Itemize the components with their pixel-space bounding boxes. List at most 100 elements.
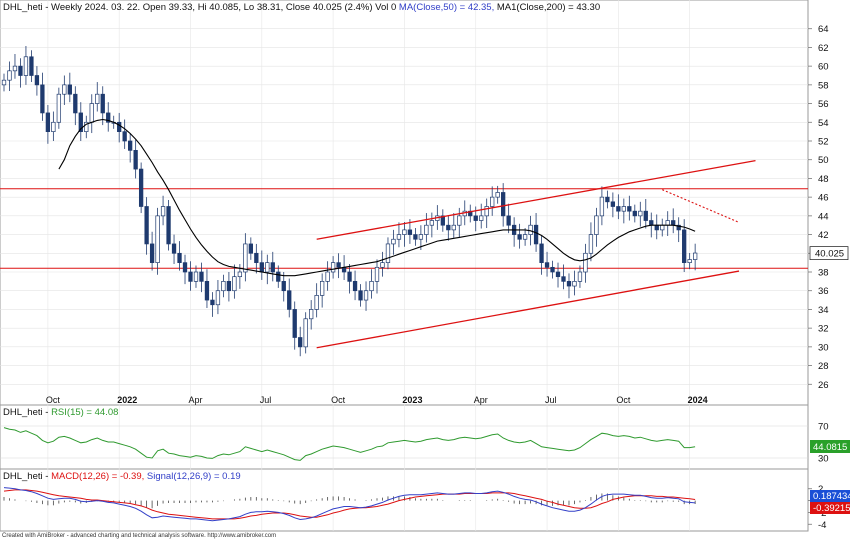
x-tick-label: 2023 [402,395,422,405]
y-tick-label: 46 [818,193,829,204]
rsi-tick-label: 70 [818,422,829,433]
candle-body [649,220,654,226]
trend-lines [316,160,756,349]
candle-body [29,56,34,76]
candle-body [56,93,62,123]
candle-body [248,243,253,254]
candle-body [237,271,243,278]
candle-body [298,337,303,348]
x-tick-label: Apr [474,395,488,405]
candle-body [363,290,369,301]
candle-body [18,65,23,76]
candle-body [221,281,226,292]
candle-body [418,234,424,240]
x-tick-label: 2024 [688,395,708,405]
macd-title: DHL_heti - MACD(12,26) = -0.39, Signal(1… [3,471,241,482]
candle-body [544,262,550,268]
candle-body [155,215,160,263]
candle-body [676,224,681,231]
candle-body [517,234,522,240]
svg-text:-0.39215: -0.39215 [813,503,850,514]
candle-body [605,196,610,203]
candle-body [117,121,122,132]
rsi-title: DHL_heti - RSI(15) = 44.08 [3,407,118,418]
candle-body [160,206,166,217]
candle-body [358,290,363,301]
rsi-pane [0,404,809,470]
candle-body [122,131,127,142]
candle-body [281,281,286,292]
candle-body [550,266,555,273]
candle-body [671,220,676,226]
candle-body [528,224,533,235]
candle-body [413,234,418,240]
candle-body [561,276,566,282]
candle-body [374,266,380,282]
candle-body [336,262,341,268]
candle-body [210,299,215,306]
candle-body [292,309,297,338]
candle-body [149,243,155,263]
macd-tick-label: -4 [818,520,826,531]
candle-body [369,281,374,292]
candle-body [583,252,588,273]
footer-credit: Created with AmiBroker - advanced charti… [2,533,277,539]
rsi-tag: 44.0815 [810,440,850,453]
y-tick-label: 30 [818,342,829,353]
candle-body [232,276,237,292]
candle-body [309,309,314,320]
candle-body [407,229,413,235]
candle-body [171,243,177,254]
y-tick-label: 34 [818,305,829,316]
y-tick-label: 36 [818,286,829,297]
x-tick-label: 2022 [117,395,137,405]
candle-body [599,196,605,217]
x-tick-label: Oct [331,395,346,405]
rsi-indicator: 70 30 [0,422,829,465]
candle-body [51,121,56,132]
candle-body [660,224,665,231]
candle-body [1,79,7,86]
candle-body [402,229,407,235]
y-tick-label: 26 [818,380,829,391]
candle-body [128,140,133,151]
candle-body [188,271,193,282]
candle-body [106,112,111,123]
moving-averages [58,118,696,277]
candle-body [89,103,94,123]
candle-body [138,168,144,207]
candle-body [687,259,692,263]
candle-body [457,215,462,226]
candle-body [495,192,500,198]
time-axis: Oct 2022 Apr Jul Oct 2023 Apr Jul Oct 2024 [46,395,708,405]
y-tick-label: 60 [818,62,829,73]
candle-body [182,262,188,273]
macd-pane [0,468,809,532]
x-tick-label: Oct [616,395,631,405]
candle-body [501,192,506,217]
candle-body [287,290,292,310]
candle-body [215,290,221,306]
downtrend-dotted-line [662,189,740,223]
y-tick-label: 48 [818,174,829,185]
macd-line [3,487,696,522]
x-tick-label: Oct [46,395,61,405]
svg-text:40.025: 40.025 [815,249,844,260]
candle-body [522,234,528,240]
candle-body [616,206,621,212]
macd-tick-label: 2 [818,484,823,495]
candles [1,46,698,357]
candle-body [23,56,29,76]
candle-body [539,243,544,263]
candle-body [572,281,577,287]
candle-body [144,206,149,245]
candle-body [100,93,105,114]
x-tick-label: Jul [260,395,272,405]
candle-body [473,215,478,221]
price-axis: 2628303234363840424446485052545658606264 [808,24,829,391]
x-tick-label: Jul [545,395,557,405]
candle-body [314,295,319,310]
y-tick-label: 58 [818,80,829,91]
candle-body [588,234,594,254]
price-tag: 40.025 [809,246,849,261]
